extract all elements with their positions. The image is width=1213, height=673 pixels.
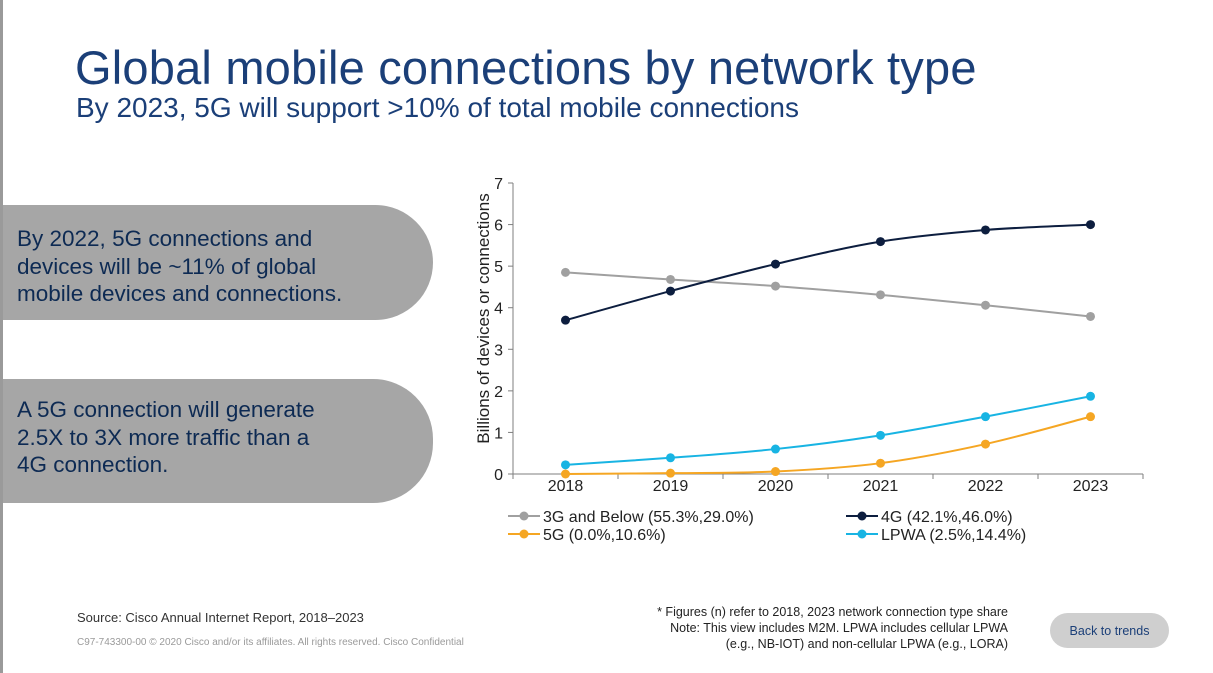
y-tick-label: 7 — [494, 176, 503, 193]
legend-label: 4G (42.1%,46.0%) — [881, 509, 1013, 526]
data-point — [1086, 391, 1095, 401]
footnote-lpwa: (e.g., NB-IOT) and non-cellular LPWA (e.… — [725, 637, 1008, 651]
legend-swatch-marker — [519, 511, 529, 521]
series-line — [565, 271, 1091, 318]
legend-label: LPWA (2.5%,14.4%) — [881, 527, 1026, 544]
footnotes: * Figures (n) refer to 2018, 2023 networ… — [657, 604, 1008, 652]
data-point — [876, 290, 885, 300]
data-point — [981, 439, 990, 449]
data-point — [561, 469, 570, 479]
data-point — [561, 315, 570, 325]
x-tick-label: 2022 — [968, 478, 1004, 495]
data-point — [771, 467, 780, 477]
y-axis-title: Billions of devices or connections — [474, 193, 493, 443]
x-tick-label: 2019 — [653, 478, 689, 495]
legend-label: 3G and Below (55.3%,29.0%) — [543, 509, 754, 526]
y-tick-label: 4 — [494, 301, 503, 318]
data-point — [981, 300, 990, 310]
copyright-note: C97-743300-00 © 2020 Cisco and/or its af… — [77, 637, 464, 648]
page-title: Global mobile connections by network typ… — [75, 41, 977, 94]
data-point — [981, 412, 990, 422]
data-point — [561, 460, 570, 470]
data-point — [666, 274, 675, 284]
legend-swatch-marker — [519, 529, 529, 539]
y-tick-label: 0 — [494, 467, 503, 484]
x-tick-label: 2021 — [863, 478, 899, 495]
data-point — [876, 430, 885, 440]
data-point — [1086, 412, 1095, 422]
data-point — [771, 259, 780, 269]
data-point — [666, 468, 675, 478]
footnote-m2m: Note: This view includes M2M. LPWA inclu… — [670, 621, 1008, 635]
x-tick-label: 2023 — [1073, 478, 1109, 495]
data-point — [561, 267, 570, 277]
data-point — [666, 453, 675, 463]
series-line — [565, 395, 1091, 466]
left-edge-rule — [0, 0, 3, 673]
callout-5g-share: By 2022, 5G connections and devices will… — [3, 205, 433, 320]
y-tick-label: 5 — [494, 259, 503, 276]
data-point — [981, 225, 990, 235]
x-tick-label: 2018 — [548, 478, 584, 495]
data-point — [876, 458, 885, 468]
y-tick-label: 1 — [494, 425, 503, 442]
y-tick-label: 6 — [494, 218, 503, 235]
legend-label: 5G (0.0%,10.6%) — [543, 527, 666, 544]
back-to-trends-button[interactable]: Back to trends — [1050, 613, 1169, 648]
source-note: Source: Cisco Annual Internet Report, 20… — [77, 610, 364, 625]
callout-5g-traffic: A 5G connection will generate 2.5X to 3X… — [3, 379, 433, 503]
y-tick-label: 2 — [494, 384, 503, 401]
legend-swatch-marker — [857, 529, 867, 539]
y-tick-label: 3 — [494, 342, 503, 359]
data-point — [771, 281, 780, 291]
data-point — [876, 237, 885, 247]
series-line — [565, 415, 1091, 475]
series-line — [565, 223, 1091, 322]
data-point — [666, 286, 675, 296]
data-point — [1086, 220, 1095, 230]
x-tick-label: 2020 — [758, 478, 794, 495]
data-point — [771, 444, 780, 454]
data-point — [1086, 311, 1095, 321]
legend-swatch-marker — [857, 511, 867, 521]
footnote-figures: * Figures (n) refer to 2018, 2023 networ… — [657, 605, 1008, 619]
page-subtitle: By 2023, 5G will support >10% of total m… — [76, 92, 799, 123]
